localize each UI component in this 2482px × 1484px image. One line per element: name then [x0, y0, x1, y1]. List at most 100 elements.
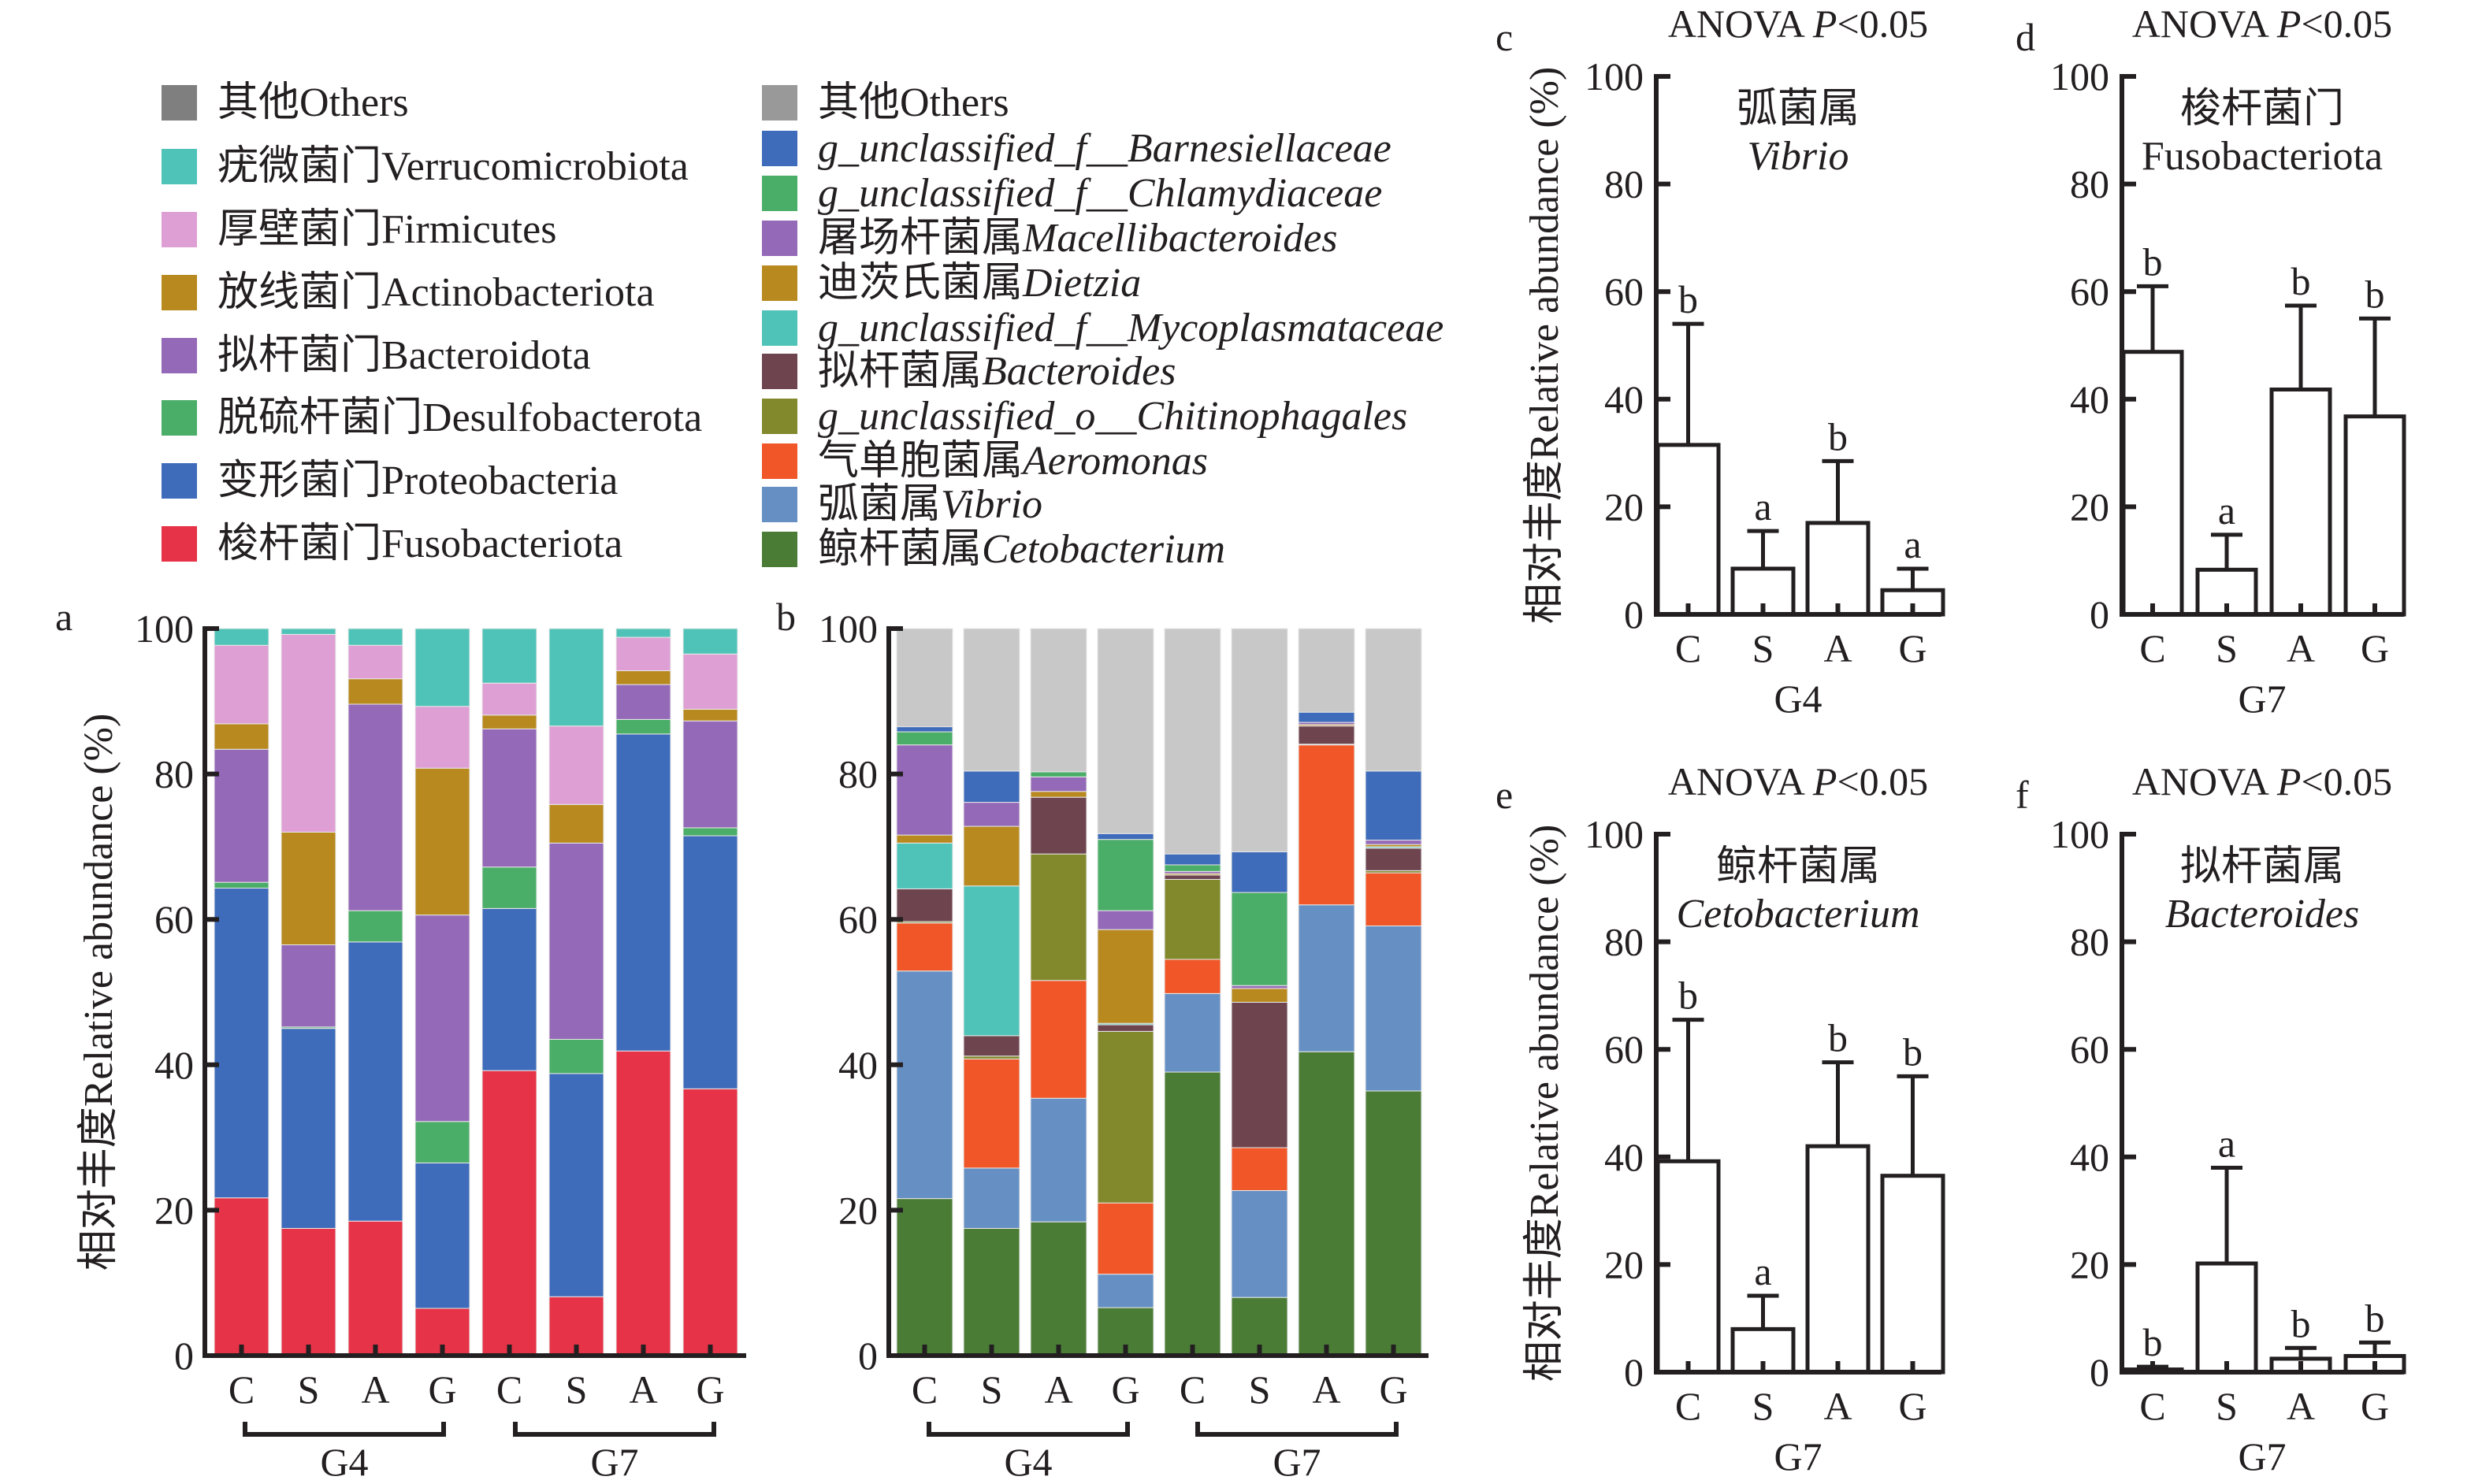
x-tick-label: S: [2216, 626, 2238, 670]
y-tick-label: 80: [2070, 920, 2109, 964]
legend-item: 其他Others: [762, 80, 1009, 125]
bar-segment: [682, 653, 738, 710]
bar-segment: [963, 825, 1020, 887]
stacked-bar: [481, 628, 537, 1356]
legend-swatch: [762, 176, 797, 211]
x-tick-label: S: [566, 1367, 588, 1412]
bar-segment: [1164, 1071, 1221, 1356]
legend-label-latin: g_unclassified_f__Chlamydiaceae: [818, 171, 1382, 216]
bar-segment: [214, 644, 269, 725]
p-symbol: P: [2276, 759, 2302, 803]
bar-segment: [896, 731, 953, 746]
y-axis-label: 相对丰度Relative abundance (%): [76, 714, 121, 1271]
p-threshold: <0.05: [2301, 2, 2392, 46]
legend-label-cn: 梭杆菌门: [217, 521, 381, 566]
legend-item: 疣微菌门Verrucomicrobiota: [162, 144, 689, 189]
bar-chart-fusobacteriota-g7: b Ca Sb Ab G 0 20 40 60 80 100 G7 ANOVA P<0.05 梭杆菌门Fus…: [2016, 2, 2406, 721]
legend-item: 鲸杆菌属Cetobacterium: [762, 527, 1225, 572]
legend-label-cn: 其他: [217, 80, 299, 125]
legend-label: g_unclassified_f__Chlamydiaceae: [818, 171, 1382, 216]
legend-label-cn: 弧菌属: [818, 482, 941, 527]
bar-chart-vibrio-g4: b Ca Sb Aa G 0 20 40 60 80 100 G4 ANOVA P<0.05 弧菌属Vibr…: [1496, 2, 1945, 721]
x-tick-label: C: [1180, 1367, 1206, 1412]
bar-segment: [963, 628, 1020, 772]
bar-segment: [1298, 711, 1355, 723]
bar-segment: [548, 725, 604, 805]
bar-segment: [548, 842, 604, 1040]
legend-item: g_unclassified_f__Mycoplasmataceae: [762, 306, 1443, 351]
legend-swatch: [762, 221, 797, 256]
significance-letter: b: [1828, 1016, 1848, 1060]
y-tick-label: 0: [2090, 1350, 2109, 1394]
bar-segment: [281, 1227, 336, 1356]
bar-segment: [347, 1220, 403, 1356]
bar-segment: [281, 628, 336, 635]
legend-label-cn: 放线菌门: [217, 270, 381, 315]
x-tick-label: A: [2287, 626, 2315, 670]
legend-item: 屠场杆菌属Macellibacteroides: [762, 216, 1338, 261]
bar-segment: [1298, 628, 1355, 713]
stacked-bar: [1298, 628, 1355, 1356]
bar-segment: [896, 888, 953, 922]
bar-segment: [1164, 992, 1221, 1073]
legend-swatch: [762, 265, 797, 301]
y-axis-label: 相对丰度Relative abundance (%): [1522, 67, 1567, 625]
legend-item: 迪茨氏菌属Dietzia: [762, 261, 1141, 306]
y-tick-label: 0: [174, 1334, 194, 1378]
legend-label: 放线菌门Actinobacteriota: [217, 270, 655, 315]
x-tick-label: A: [1044, 1367, 1072, 1412]
significance-letter: b: [2143, 1320, 2163, 1364]
y-tick-label: 100: [2050, 812, 2109, 856]
bar-segment: [414, 915, 470, 1122]
legend-item: 放线菌门Actinobacteriota: [162, 270, 655, 315]
legend-label-latin: Desulfobacterota: [422, 395, 702, 440]
legend-label-cn: 厚壁菌门: [217, 207, 381, 252]
bar: [2343, 414, 2406, 617]
legend-swatch: [162, 212, 197, 247]
bar-segment: [1097, 1024, 1154, 1032]
bar-segment: [1030, 628, 1087, 773]
legend-label: 疣微菌门Verrucomicrobiota: [217, 144, 689, 189]
legend-label-latin: Proteobacteria: [381, 458, 618, 503]
x-tick-label: C: [912, 1367, 938, 1412]
y-tick-label: 100: [1585, 54, 1644, 98]
bar-segment: [1097, 929, 1154, 1024]
bar-segment: [1231, 988, 1288, 1003]
legend-label: 脱硫杆菌门Desulfobacterota: [217, 395, 702, 440]
legend-item: 梭杆菌门Fusobacteriota: [162, 521, 622, 566]
bar-segment: [896, 726, 953, 733]
x-tick-label: G: [696, 1367, 724, 1412]
y-tick-label: 100: [819, 607, 878, 651]
group-bracket: [243, 1422, 446, 1437]
legend-swatch: [162, 338, 197, 373]
group-bracket: [1195, 1422, 1399, 1437]
x-tick-label: A: [361, 1367, 389, 1412]
panel-letter: d: [2016, 15, 2035, 59]
legend-genus: 其他Othersg_unclassified_f__Barnesiellacea…: [762, 80, 1443, 572]
x-axis-label: G4: [1774, 677, 1822, 721]
bar-segment: [1164, 874, 1221, 880]
bar-segment: [1097, 839, 1154, 911]
stat-test: ANOVA: [2132, 2, 2269, 46]
legend-label: g_unclassified_f__Mycoplasmataceae: [818, 306, 1443, 351]
y-tick-label: 80: [838, 752, 878, 796]
p-threshold: <0.05: [1837, 759, 1928, 803]
bar-segment: [1164, 878, 1221, 960]
x-axis-label: G7: [1774, 1434, 1822, 1478]
group-bracket: [927, 1422, 1130, 1437]
bar-segment: [481, 682, 537, 716]
legend-label-latin: Aeromonas: [1020, 439, 1208, 484]
legend-label: 迪茨氏菌属Dietzia: [818, 261, 1141, 306]
bar-segment: [1164, 959, 1221, 994]
legend-label: 变形菌门Proteobacteria: [217, 458, 618, 503]
bar: [2269, 388, 2332, 617]
y-tick-label: 60: [838, 897, 878, 941]
anova-annotation: ANOVA P<0.05: [1668, 2, 1928, 46]
bar-segment: [1231, 1189, 1288, 1298]
legend-label-latin: Others: [900, 80, 1009, 125]
panel-letter: a: [55, 595, 72, 639]
bar-segment: [896, 628, 953, 728]
bar-segment: [963, 1055, 1020, 1059]
bar-segment: [281, 1028, 336, 1229]
legend-label-latin: g_unclassified_f__Barnesiellaceae: [818, 126, 1391, 171]
